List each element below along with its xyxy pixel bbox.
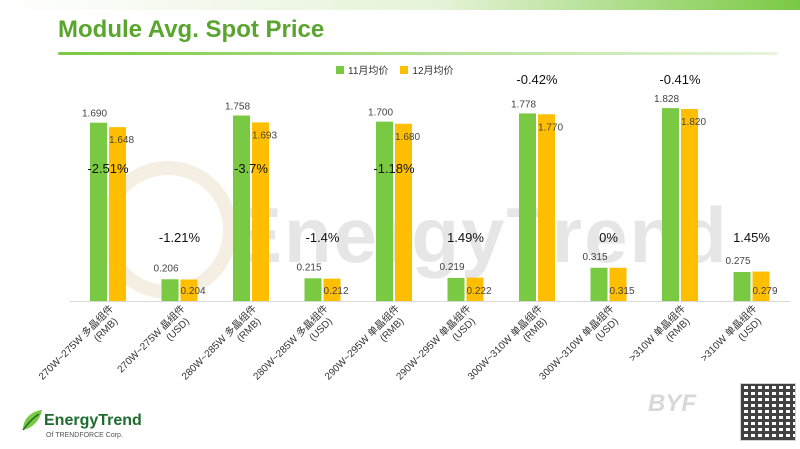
bar-dec [109,127,126,301]
bar-nov [90,122,107,301]
bar-dec [681,108,698,302]
change-label: 1.49% [447,230,484,245]
data-label-dec: 0.222 [466,286,491,297]
data-label-dec: 0.212 [323,286,348,297]
legend-item-nov: 11月均价 [336,62,388,77]
bar-nov [662,108,679,301]
data-label-dec: 1.770 [538,122,563,133]
bar-dec [609,267,627,301]
data-label-dec: 1.680 [395,132,420,143]
legend-swatch-dec [400,65,409,74]
category-label: >310W 单晶组件(USD) [698,302,769,373]
category-label: >310W 单晶组件(RMB) [626,302,697,373]
bar-nov [233,115,250,301]
top-accent-bar [0,0,800,10]
change-label: -0.41% [659,72,701,87]
change-label: 1.45% [733,230,770,245]
bar-dec [323,278,341,301]
title-underline [58,52,778,55]
change-label: -0.42% [516,72,558,87]
change-label: -1.18% [373,161,415,176]
data-label-nov: 1.700 [368,108,393,119]
qr-code-icon [740,383,796,441]
bar-nov [447,277,465,301]
data-label-dec: 1.820 [681,117,706,128]
bar-nov [590,267,608,301]
change-label: -2.51% [87,161,129,176]
bar-nov [733,271,751,301]
data-label-nov: 0.206 [153,263,178,274]
bar-nov [304,278,322,301]
footer-brand: EnergyTrend [44,412,142,429]
data-label-nov: 0.219 [439,262,464,273]
data-label-dec: 0.204 [180,286,205,297]
watermark-text: EnergyTrend [230,191,729,279]
bar-dec [538,114,555,301]
bar-dec [752,271,770,301]
data-label-nov: 0.315 [582,252,607,263]
category-label: 270W~275W 多晶组件(RMB) [36,302,125,391]
data-label-dec: 1.693 [252,130,277,141]
data-label-nov: 1.778 [511,99,536,110]
data-label-dec: 1.648 [109,135,134,146]
category-label: 300W~310W 单晶组件(USD) [536,302,625,391]
data-label-nov: 0.275 [725,256,750,267]
page-title: Module Avg. Spot Price [58,16,325,43]
byf-logo-icon: BYF [648,390,696,417]
data-label-nov: 1.690 [82,109,107,120]
bar-dec [252,122,269,302]
data-label-nov: 1.758 [225,102,250,113]
bar-dec [180,279,198,301]
legend-swatch-nov [336,65,344,74]
energytrend-leaf-logo-icon [22,410,42,431]
legend-label-dec: 12月均价 [412,66,454,77]
legend-item-dec: 12月均价 [400,62,454,77]
data-label-dec: 0.279 [752,286,777,297]
change-label: 0% [599,230,618,245]
bar-nov [161,279,179,301]
chart-legend: 11月均价 12月均价 [336,62,454,77]
bar-nov [376,121,393,302]
change-label: -1.21% [159,230,201,245]
data-label-dec: 0.315 [609,286,634,297]
data-label-nov: 0.215 [296,262,321,273]
footer-subtitle: Of TRENDFORCE Corp. [46,432,123,439]
change-label: -3.7% [234,161,268,176]
data-label-nov: 1.828 [654,94,679,105]
change-label: -1.4% [306,230,340,245]
legend-label-nov: 11月均价 [348,66,389,77]
bar-dec [395,123,412,301]
bar-dec [466,277,484,301]
bar-nov [519,113,536,302]
